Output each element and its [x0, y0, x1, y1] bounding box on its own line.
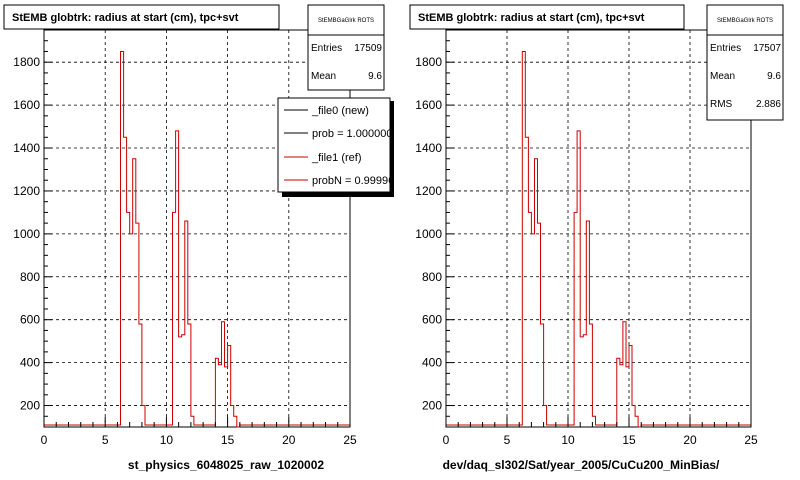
stats-value: 2.886 [756, 99, 781, 110]
stats-box: StEMBGaGlrk ROTS Entries 17509 Mean 9.6 [307, 4, 385, 91]
title-box: StEMB globtrk: radius at start (cm), tpc… [3, 4, 280, 30]
stats-value: 9.6 [767, 71, 781, 82]
y-tick-label: 1600 [415, 98, 442, 112]
y-tick-label: 600 [20, 313, 40, 327]
y-tick-label: 400 [422, 356, 442, 370]
x-axis-label: dev/daq_sl302/Sat/year_2005/CuCu200_MinB… [443, 458, 720, 472]
histogram-line [446, 51, 751, 428]
x-tick-label: 20 [683, 433, 697, 447]
legend-label: probN = 0.99996 [312, 175, 394, 187]
legend-label: _file1 (ref) [311, 152, 362, 164]
legend-label: prob = 1.000000 [312, 128, 392, 140]
stats-label: Mean [710, 71, 735, 82]
plot-frame [43, 29, 351, 428]
y-tick-label: 400 [20, 356, 40, 370]
stats-label: Mean [311, 71, 336, 82]
y-tick-label: 1000 [415, 227, 442, 241]
title-box: StEMB globtrk: radius at start (cm), tpc… [409, 4, 685, 30]
y-tick-label: 1400 [13, 141, 40, 155]
y-tick-label: 800 [20, 270, 40, 284]
chart-title: StEMB globtrk: radius at start (cm), tpc… [12, 12, 239, 24]
stats-box: StEMBGaGlrk ROTS Entries 17507 Mean 9.6 … [706, 4, 784, 121]
y-tick-label: 1600 [13, 98, 40, 112]
legend: _file0 (new) prob = 1.000000 _file1 (ref… [277, 97, 394, 197]
y-tick-label: 1400 [415, 141, 442, 155]
stats-name: StEMBGaGlrk ROTS [318, 18, 374, 24]
x-tick-label: 5 [102, 433, 109, 447]
panel-2: 200 400 600 800 1000 1200 1400 1600 1800 0 5 10 15 20… [409, 4, 784, 472]
y-tick-label: 800 [422, 270, 442, 284]
stats-value: 17507 [753, 43, 781, 54]
x-tick-label: 15 [622, 433, 636, 447]
x-tick-label: 10 [160, 433, 174, 447]
plot-frame [445, 29, 752, 428]
x-tick-label: 20 [282, 433, 296, 447]
data-series [44, 51, 350, 428]
grid [446, 30, 751, 427]
data-series [446, 51, 751, 428]
stats-label: RMS [710, 99, 733, 110]
stats-label: Entries [710, 43, 741, 54]
grid [44, 30, 350, 427]
x-tick-label: 0 [41, 433, 48, 447]
y-tick-label: 600 [422, 313, 442, 327]
panel-1: 200 400 600 800 1000 1200 1400 1600 1800 0 5 10 15 20… [3, 4, 394, 472]
stats-value: 9.6 [368, 71, 382, 82]
x-axis-label: st_physics_6048025_raw_1020002 [128, 458, 324, 472]
axes: 200 400 600 800 1000 1200 1400 1600 1800 0 5 10 15 20… [415, 40, 758, 447]
stats-name: StEMBGaGlrk ROTS [717, 18, 773, 24]
x-tick-label: 10 [561, 433, 575, 447]
x-tick-label: 5 [504, 433, 511, 447]
x-tick-label: 25 [343, 433, 357, 447]
chart-title: StEMB globtrk: radius at start (cm), tpc… [418, 12, 645, 24]
x-tick-label: 25 [744, 433, 758, 447]
stats-label: Entries [311, 43, 342, 54]
y-tick-label: 200 [20, 399, 40, 413]
x-tick-label: 15 [221, 433, 235, 447]
y-tick-label: 1000 [13, 227, 40, 241]
y-tick-label: 1800 [415, 55, 442, 69]
y-tick-label: 1200 [415, 184, 442, 198]
stats-value: 17509 [354, 43, 382, 54]
histogram-line [44, 51, 350, 428]
y-tick-label: 200 [422, 399, 442, 413]
legend-label: _file0 (new) [311, 105, 369, 117]
x-tick-label: 0 [443, 433, 450, 447]
axes: 200 400 600 800 1000 1200 1400 1600 1800 0 5 10 15 20… [13, 40, 357, 447]
y-tick-label: 1800 [13, 55, 40, 69]
y-tick-label: 1200 [13, 184, 40, 198]
